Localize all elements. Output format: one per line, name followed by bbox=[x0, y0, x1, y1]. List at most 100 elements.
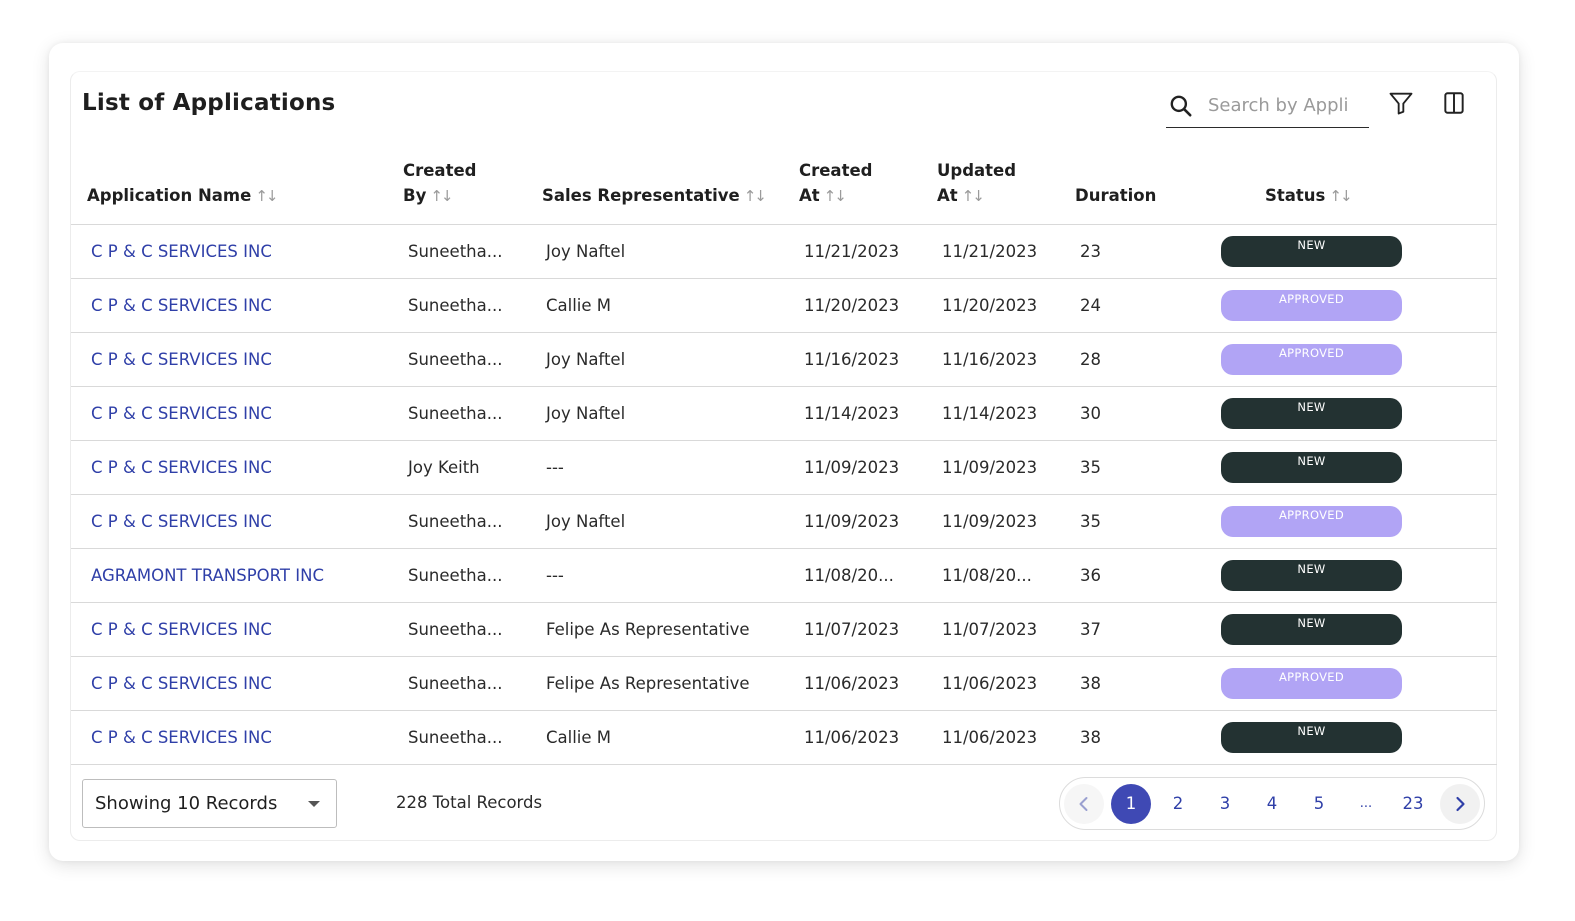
col-duration: Duration bbox=[1075, 183, 1156, 208]
sales-rep-cell: Joy Naftel bbox=[546, 404, 626, 423]
duration-cell: 38 bbox=[1080, 728, 1101, 747]
created-by-cell: Suneetha... bbox=[408, 512, 503, 531]
sort-icon[interactable]: ↑↓ bbox=[823, 187, 847, 205]
search-input[interactable] bbox=[1208, 95, 1368, 116]
application-name-link[interactable]: C P & C SERVICES INC bbox=[91, 404, 272, 423]
col-label: Updated bbox=[937, 161, 1017, 180]
updated-at-cell: 11/09/2023 bbox=[942, 458, 1038, 477]
created-by-cell: Suneetha... bbox=[408, 350, 503, 369]
table-row[interactable]: C P & C SERVICES INC Suneetha... Joy Nafte… bbox=[71, 387, 1497, 441]
created-at-cell: 11/07/2023 bbox=[804, 620, 900, 639]
application-name-link[interactable]: C P & C SERVICES INC bbox=[91, 296, 272, 315]
col-created-at[interactable]: Created At ↑↓ bbox=[799, 158, 872, 209]
created-at-cell: 11/06/2023 bbox=[804, 674, 900, 693]
application-name-link[interactable]: C P & C SERVICES INC bbox=[91, 350, 272, 369]
application-name-link[interactable]: C P & C SERVICES INC bbox=[91, 512, 272, 531]
table-row[interactable]: C P & C SERVICES INC Suneetha... Felipe As… bbox=[71, 657, 1497, 711]
search-box[interactable] bbox=[1166, 84, 1369, 128]
col-application-name[interactable]: Application Name ↑↓ bbox=[87, 183, 278, 209]
columns-button[interactable] bbox=[1439, 90, 1469, 120]
duration-cell: 37 bbox=[1080, 620, 1101, 639]
col-sales-representative[interactable]: Sales Representative ↑↓ bbox=[542, 183, 767, 209]
application-name-link[interactable]: C P & C SERVICES INC bbox=[91, 242, 272, 261]
filter-button[interactable] bbox=[1386, 90, 1416, 120]
page-button[interactable]: 3 bbox=[1219, 794, 1231, 813]
updated-at-cell: 11/08/20... bbox=[942, 566, 1032, 585]
total-records: 228 Total Records bbox=[396, 793, 543, 812]
status-badge: NEW bbox=[1221, 614, 1402, 645]
col-updated-at[interactable]: Updated At ↑↓ bbox=[937, 158, 1016, 209]
columns-icon bbox=[1441, 90, 1467, 120]
table-row[interactable]: C P & C SERVICES INC Suneetha... Joy Nafte… bbox=[71, 495, 1497, 549]
created-at-cell: 11/21/2023 bbox=[804, 242, 900, 261]
page-size-select[interactable]: Showing 10 Records bbox=[82, 779, 337, 828]
pagination: 1 2 3 4 5 ... 23 bbox=[1059, 777, 1485, 830]
header-divider bbox=[71, 224, 1497, 225]
col-label: At bbox=[799, 186, 820, 205]
sales-rep-cell: --- bbox=[546, 458, 564, 477]
created-at-cell: 11/16/2023 bbox=[804, 350, 900, 369]
col-label: Created bbox=[799, 161, 873, 180]
application-name-link[interactable]: C P & C SERVICES INC bbox=[91, 620, 272, 639]
page-button[interactable]: 5 bbox=[1313, 794, 1325, 813]
sales-rep-cell: Joy Naftel bbox=[546, 512, 626, 531]
table-row[interactable]: C P & C SERVICES INC Suneetha... Callie M 1… bbox=[71, 279, 1497, 333]
created-at-cell: 11/14/2023 bbox=[804, 404, 900, 423]
sort-icon[interactable]: ↑↓ bbox=[1329, 187, 1352, 205]
col-label: Duration bbox=[1075, 186, 1157, 205]
duration-cell: 35 bbox=[1080, 458, 1101, 477]
status-badge: NEW bbox=[1221, 560, 1402, 591]
updated-at-cell: 11/14/2023 bbox=[942, 404, 1038, 423]
table-row[interactable]: C P & C SERVICES INC Suneetha... Joy Nafte… bbox=[71, 333, 1497, 387]
application-name-link[interactable]: C P & C SERVICES INC bbox=[91, 458, 272, 477]
table-row[interactable]: C P & C SERVICES INC Suneetha... Joy Nafte… bbox=[71, 225, 1497, 279]
created-by-cell: Suneetha... bbox=[408, 620, 503, 639]
status-badge: APPROVED bbox=[1221, 668, 1402, 699]
updated-at-cell: 11/21/2023 bbox=[942, 242, 1038, 261]
application-name-link[interactable]: C P & C SERVICES INC bbox=[91, 674, 272, 693]
table-row[interactable]: AGRAMONT TRANSPORT INC Suneetha... --- 11/0… bbox=[71, 549, 1497, 603]
page-title: List of Applications bbox=[82, 90, 336, 116]
sort-icon[interactable]: ↑↓ bbox=[430, 187, 453, 205]
created-at-cell: 11/09/2023 bbox=[804, 512, 900, 531]
next-page-button[interactable] bbox=[1440, 784, 1480, 824]
sales-rep-cell: Felipe As Representative bbox=[546, 620, 750, 639]
page-button[interactable]: 2 bbox=[1172, 794, 1184, 813]
status-badge: APPROVED bbox=[1221, 344, 1402, 375]
updated-at-cell: 11/06/2023 bbox=[942, 674, 1038, 693]
col-label: Created bbox=[403, 161, 477, 180]
created-by-cell: Suneetha... bbox=[408, 728, 503, 747]
col-status[interactable]: Status ↑↓ bbox=[1265, 183, 1353, 209]
page-button[interactable]: 4 bbox=[1266, 794, 1278, 813]
chevron-down-icon bbox=[308, 801, 320, 807]
prev-page-button[interactable] bbox=[1064, 784, 1104, 824]
sort-icon[interactable]: ↑↓ bbox=[961, 187, 985, 205]
chevron-right-icon bbox=[1456, 796, 1465, 812]
col-label: Application Name bbox=[87, 186, 252, 205]
sales-rep-cell: Callie M bbox=[546, 296, 612, 315]
updated-at-cell: 11/06/2023 bbox=[942, 728, 1038, 747]
status-badge: NEW bbox=[1221, 452, 1402, 483]
col-label: By bbox=[403, 186, 427, 205]
page-ellipsis: ... bbox=[1359, 796, 1373, 811]
sort-icon[interactable]: ↑↓ bbox=[743, 187, 767, 205]
sales-rep-cell: Joy Naftel bbox=[546, 242, 626, 261]
application-name-link[interactable]: AGRAMONT TRANSPORT INC bbox=[91, 566, 324, 585]
updated-at-cell: 11/07/2023 bbox=[942, 620, 1038, 639]
created-by-cell: Suneetha... bbox=[408, 404, 503, 423]
col-created-by[interactable]: Created By ↑↓ bbox=[403, 158, 476, 209]
sort-icon[interactable]: ↑↓ bbox=[255, 187, 278, 205]
duration-cell: 30 bbox=[1080, 404, 1101, 423]
duration-cell: 23 bbox=[1080, 242, 1101, 261]
duration-cell: 28 bbox=[1080, 350, 1101, 369]
duration-cell: 36 bbox=[1080, 566, 1101, 585]
chevron-left-icon bbox=[1079, 797, 1088, 811]
application-name-link[interactable]: C P & C SERVICES INC bbox=[91, 728, 272, 747]
page-button[interactable]: 23 bbox=[1402, 794, 1424, 813]
col-label: At bbox=[937, 186, 958, 205]
page-button[interactable]: 1 bbox=[1111, 784, 1151, 824]
col-label: Sales Representative bbox=[542, 186, 740, 205]
table-row[interactable]: C P & C SERVICES INC Suneetha... Callie M 1… bbox=[71, 711, 1497, 765]
table-row[interactable]: C P & C SERVICES INC Joy Keith --- 11/09/20… bbox=[71, 441, 1497, 495]
table-row[interactable]: C P & C SERVICES INC Suneetha... Felipe As… bbox=[71, 603, 1497, 657]
